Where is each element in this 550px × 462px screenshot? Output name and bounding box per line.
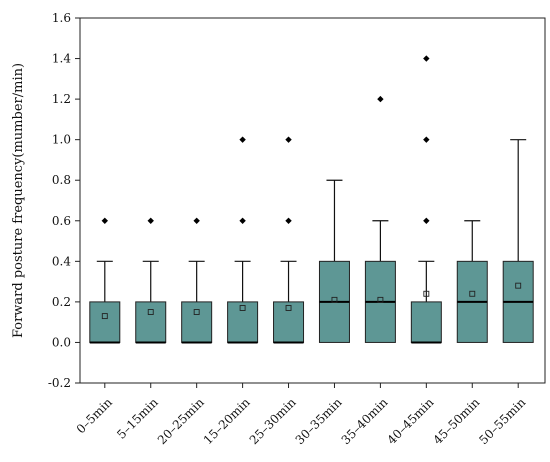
- outlier-point: [101, 217, 108, 224]
- mean-marker: [377, 296, 384, 303]
- box-body: [410, 301, 442, 343]
- box-body: [227, 301, 259, 343]
- x-tick-label: 45–50min: [430, 395, 482, 447]
- plot-frame-group: [79, 17, 546, 384]
- x-tick-label: 20–25min: [155, 395, 207, 447]
- outlier-point: [285, 136, 292, 143]
- y-tick-label: 0.6: [52, 214, 71, 228]
- outlier-point: [147, 217, 154, 224]
- mean-marker: [515, 282, 522, 289]
- mean-marker: [147, 309, 154, 315]
- x-tick-label: 5–15min: [114, 395, 161, 442]
- y-tick-label: 0.8: [52, 173, 71, 187]
- y-tick-label: 0.4: [52, 254, 71, 268]
- y-tick-label: 1.4: [52, 52, 71, 66]
- mean-marker: [423, 290, 430, 297]
- y-tick-label: 1.2: [52, 92, 71, 106]
- x-tick-label: 35–40min: [339, 395, 391, 447]
- box-group: [410, 55, 442, 344]
- box-group: [364, 95, 396, 343]
- outlier-point: [377, 95, 384, 103]
- y-axis-title: Forward posture frequency(mumber/min): [11, 63, 26, 338]
- y-axis: -0.2 0.0 0.2 0.4 0.6 0.8 1.0 1.2 1.4 1.6: [48, 11, 80, 390]
- mean-marker: [101, 313, 108, 320]
- box-body: [135, 301, 167, 343]
- outlier-point: [423, 217, 430, 224]
- box-group: [89, 217, 121, 344]
- mean-marker: [239, 305, 246, 311]
- box-group: [318, 179, 350, 343]
- mean-marker: [331, 296, 338, 303]
- outlier-point: [423, 55, 430, 62]
- x-tick-label: 40–45min: [384, 395, 436, 447]
- box-group: [181, 217, 213, 344]
- outlier-point: [193, 217, 200, 224]
- y-tick-label: 1.0: [52, 133, 71, 147]
- outlier-point: [285, 217, 292, 224]
- y-tick-label: -0.2: [48, 376, 71, 390]
- box-group: [456, 220, 488, 343]
- y-tick-label: 0.2: [52, 295, 71, 309]
- mean-marker: [469, 290, 476, 297]
- box-group: [273, 136, 305, 344]
- box-body: [273, 301, 305, 343]
- box-group: [502, 139, 534, 343]
- outlier-point: [239, 136, 246, 143]
- box-body: [89, 301, 121, 343]
- x-tick-label: 30–35min: [293, 395, 345, 447]
- outlier-point: [239, 217, 246, 224]
- x-tick-label: 50–55min: [476, 395, 528, 447]
- mean-marker: [193, 309, 200, 315]
- y-tick-label: 0.0: [52, 335, 71, 349]
- x-tick-label: 25–30min: [247, 395, 299, 447]
- x-tick-label: 15–20min: [201, 395, 253, 447]
- outlier-point: [423, 136, 430, 143]
- mean-marker: [285, 305, 292, 311]
- plot-frame: [79, 17, 546, 384]
- x-axis: 0–5min 5–15min20–25min15–20min25–30min30–…: [74, 383, 529, 447]
- box-body: [181, 301, 213, 343]
- y-tick-label: 1.6: [52, 11, 71, 25]
- boxes-layer: [89, 55, 534, 344]
- box-group: [227, 136, 259, 344]
- x-tick-label: 0–5min: [74, 395, 115, 436]
- box-group: [135, 217, 167, 344]
